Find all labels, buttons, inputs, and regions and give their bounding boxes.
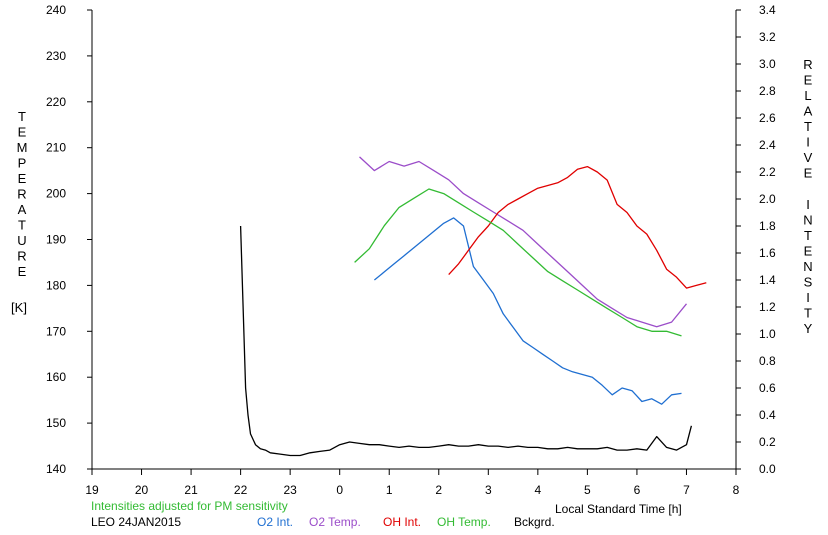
right-label-letter: T	[804, 119, 812, 134]
left-tick-label: 150	[46, 416, 66, 430]
left-tick-label: 210	[46, 141, 66, 155]
left-temperature-axis: 140 150 160 170 180 190 200 210 220 230 240	[46, 3, 92, 476]
x-tick-label: 1	[386, 483, 393, 497]
left-tick-label: 140	[46, 462, 66, 476]
right-tick-label: 2.0	[759, 192, 776, 206]
right-label-letter: E	[804, 244, 813, 259]
series-layer	[239, 156, 707, 457]
legend-item: O2 Int.	[257, 515, 294, 529]
right-label-letter: A	[804, 104, 813, 119]
x-tick-label: 23	[283, 483, 297, 497]
left-label-letter: E	[18, 125, 27, 140]
x-tick-label: 22	[234, 483, 248, 497]
x-tick-label: 4	[535, 483, 542, 497]
left-tick-label: 200	[46, 187, 66, 201]
series-line-o2-temp	[359, 156, 688, 328]
right-tick-label: 0.4	[759, 408, 776, 422]
left-tick-label: 160	[46, 370, 66, 384]
right-tick-label: 2.6	[759, 111, 776, 125]
left-tick-label: 230	[46, 49, 66, 63]
right-tick-label: 1.6	[759, 246, 776, 260]
right-tick-label: 1.2	[759, 300, 776, 314]
left-label-letter: T	[18, 218, 26, 233]
left-label-letter: M	[17, 140, 28, 155]
right-tick-label: 2.4	[759, 138, 776, 152]
left-label-letter: E	[18, 171, 27, 186]
right-tick-label: 1.4	[759, 273, 776, 287]
x-axis-title: Local Standard Time [h]	[555, 502, 682, 516]
legend-item: OH Int.	[383, 515, 422, 529]
x-tick-label: 8	[733, 483, 740, 497]
x-tick-label: 19	[85, 483, 99, 497]
left-label-letter: E	[18, 264, 27, 279]
right-label-letter: R	[803, 57, 812, 72]
right-tick-label: 1.0	[759, 327, 776, 341]
right-label-letter: I	[806, 290, 810, 305]
left-tick-label: 180	[46, 278, 66, 292]
right-tick-label: 3.2	[759, 30, 776, 44]
right-label-letter: T	[804, 228, 812, 243]
right-label-letter: S	[804, 275, 813, 290]
right-tick-label: 0.8	[759, 354, 776, 368]
x-tick-label: 21	[184, 483, 198, 497]
right-tick-label: 0.6	[759, 381, 776, 395]
right-label-letter: L	[804, 88, 811, 103]
series-line-oh-temp	[354, 188, 682, 337]
right-intensity-axis: 0.0 0.2 0.4 0.6 0.8 1.0 1.2 1.4 1.6 1.8 2.0 2.2 2.4 2…	[736, 3, 776, 476]
right-label-letter: Y	[804, 321, 813, 336]
x-tick-label: 7	[683, 483, 690, 497]
series-line-oh-int	[448, 165, 707, 289]
x-tick-label: 2	[435, 483, 442, 497]
right-tick-label: 2.2	[759, 165, 776, 179]
left-label-letter: P	[18, 156, 27, 171]
series-line-bckgrd	[239, 225, 693, 457]
right-label-letter: E	[804, 166, 813, 181]
left-tick-label: 240	[46, 3, 66, 17]
right-tick-label: 3.0	[759, 57, 776, 71]
adjusted-note: Intensities adjusted for PM sensitivity	[91, 499, 288, 513]
left-tick-label: 190	[46, 233, 66, 247]
left-label-letter: A	[18, 202, 27, 217]
legend-item: OH Temp.	[437, 515, 491, 529]
right-label-letter: N	[803, 213, 812, 228]
x-tick-label: 5	[584, 483, 591, 497]
x-time-axis: 19 20 21 22 23 0 1 2 3 4 5 6 7 8	[85, 469, 740, 497]
left-label-letter: R	[17, 187, 26, 202]
legend-item: Bckgrd.	[514, 515, 555, 529]
legend-item: O2 Temp.	[309, 515, 361, 529]
series-line-o2-int	[373, 217, 682, 405]
right-tick-label: 0.2	[759, 435, 776, 449]
x-tick-label: 6	[634, 483, 641, 497]
right-tick-label: 3.4	[759, 3, 776, 17]
left-label-letter: T	[18, 109, 26, 124]
left-label-unit: [K]	[11, 300, 27, 315]
right-tick-label: 2.8	[759, 84, 776, 98]
x-tick-label: 20	[135, 483, 149, 497]
right-label-letter: I	[806, 197, 810, 212]
right-label-letter: E	[804, 73, 813, 88]
right-tick-label: 0.0	[759, 462, 776, 476]
right-tick-label: 1.8	[759, 219, 776, 233]
plot-frame	[91, 10, 737, 470]
right-label-letter: N	[803, 259, 812, 274]
right-label-letter: V	[804, 150, 813, 165]
x-tick-label: 0	[336, 483, 343, 497]
left-label-letter: U	[17, 233, 26, 248]
right-label-letter: T	[804, 306, 812, 321]
left-tick-label: 220	[46, 95, 66, 109]
x-tick-label: 3	[485, 483, 492, 497]
station-date: LEO 24JAN2015	[91, 515, 182, 529]
left-label-letter: R	[17, 249, 26, 264]
right-label-letter: I	[806, 135, 810, 150]
left-tick-label: 170	[46, 324, 66, 338]
